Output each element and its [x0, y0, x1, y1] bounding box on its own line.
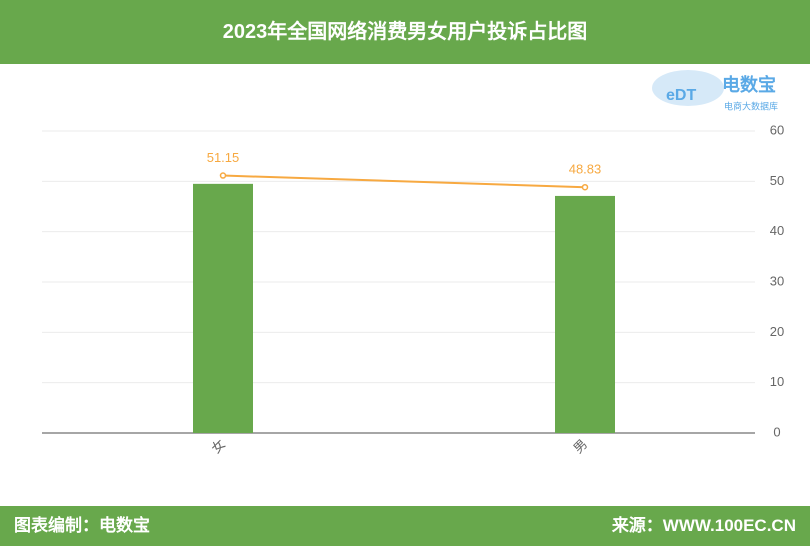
y-tick-label: 10 [770, 374, 784, 389]
bar [555, 195, 615, 433]
y-tick-label: 20 [770, 324, 784, 339]
footer-left: 图表编制：电数宝 [14, 516, 150, 535]
y-tick-label: 50 [770, 173, 784, 188]
chart: eDT 电数宝 电商大数据库 0 10 20 30 40 50 60 女 男 51.15 48.83 [42, 70, 784, 456]
logo-mark: eDT [666, 87, 696, 104]
line-point [219, 172, 227, 179]
x-tick-label: 女 [208, 436, 228, 456]
y-tick-label: 40 [770, 223, 784, 238]
data-label: 48.83 [569, 162, 602, 177]
x-tick-label: 男 [570, 436, 590, 456]
header: 2023年全国网络消费男女用户投诉占比图 [0, 0, 810, 64]
y-tick-label: 30 [770, 273, 784, 288]
logo-name: 电数宝 [722, 74, 776, 95]
logo-tagline: 电商大数据库 [724, 100, 778, 111]
logo-cloud [652, 70, 724, 106]
y-tick-label: 60 [770, 122, 784, 137]
bar [193, 183, 253, 433]
footer: 图表编制：电数宝 来源：WWW.100EC.CN [0, 506, 810, 546]
title: 2023年全国网络消费男女用户投诉占比图 [222, 21, 588, 43]
footer-right: 来源：WWW.100EC.CN [611, 516, 796, 535]
line-point [581, 183, 589, 191]
line [222, 174, 586, 189]
data-label: 51.15 [207, 150, 240, 165]
y-tick-label: 0 [773, 424, 780, 439]
